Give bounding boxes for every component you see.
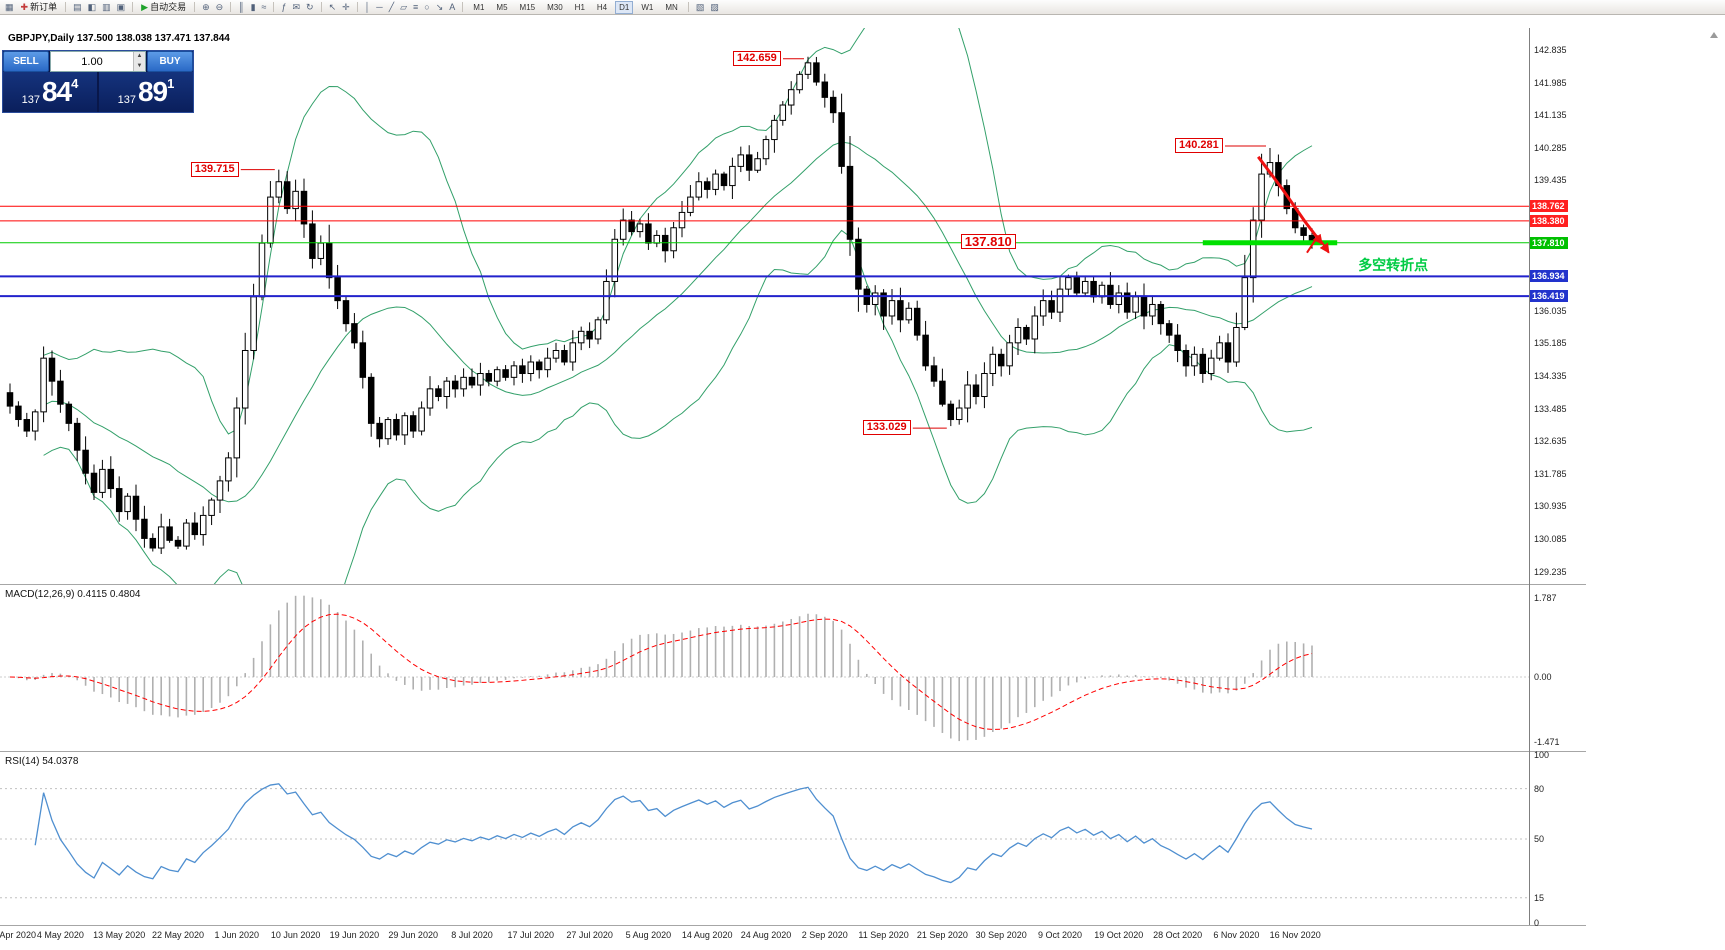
- line-chart-icon[interactable]: ≈: [261, 1, 267, 12]
- volume-spinner: [133, 52, 145, 71]
- macd-histogram: [17, 595, 1313, 742]
- vertical-line-icon[interactable]: │: [364, 1, 371, 12]
- timeframe-m5[interactable]: M5: [496, 2, 508, 12]
- navigator-icon[interactable]: ▥: [102, 1, 111, 12]
- shapes-icon[interactable]: ○: [424, 1, 430, 12]
- rsi-line: [34, 783, 1313, 884]
- data-window-icon[interactable]: ◧: [87, 1, 97, 12]
- new-order-button-icon: ✚: [20, 1, 29, 12]
- crosshair-icon[interactable]: ✛: [342, 1, 350, 12]
- horizontal-lines[interactable]: [0, 205, 1529, 298]
- macd-indicator-label: MACD(12,26,9) 0.4115 0.4804: [5, 589, 141, 600]
- trade-prices-row: 137 84 4 137 89 1: [3, 72, 193, 112]
- one-click-trading-panel: SELL BUY 137 84 4 137 89: [2, 50, 194, 113]
- buy-price-big: 89: [137, 76, 168, 107]
- mail-icon[interactable]: ✉: [292, 1, 301, 12]
- timeframe-h4[interactable]: H4: [596, 2, 608, 12]
- toolbar-separator: [194, 2, 196, 12]
- rsi-indicator-label: RSI(14) 54.0378: [5, 756, 79, 767]
- horizontal-line-icon[interactable]: ─: [376, 1, 383, 12]
- candles-layer: [6, 56, 1316, 554]
- toolbar-separator: [230, 2, 232, 12]
- toolbar: ▦ ✚ 新订单 ▤ ◧ ▥ ▣ ▶ 自动交易 ⊕ ⊖ ║ ▮ ≈ ƒ ✉ ↻ ↖ ✛ │ ─ ╱ ▱ ≡ ○ ↘ A M1 M5 M15 M…: [0, 0, 1725, 15]
- trendline-icon[interactable]: ╱: [388, 1, 395, 12]
- chart-symbol-header: GBPJPY,Daily 137.500 138.038 137.471 137…: [8, 33, 230, 44]
- volume-input[interactable]: [51, 52, 133, 71]
- sell-price-big: 84: [41, 76, 72, 107]
- macd-signal-line: [9, 613, 1313, 730]
- new-order-button-label: 新订单: [30, 1, 58, 12]
- buy-price-display[interactable]: 137 89 1: [99, 72, 193, 112]
- bollinger-bands: [43, 28, 1313, 584]
- timeframe-h1[interactable]: H1: [574, 2, 585, 12]
- toolbar-separator: [462, 2, 464, 12]
- new-chart-icon[interactable]: ▦: [5, 1, 14, 12]
- panel-frame: [0, 28, 1586, 926]
- toolbar-separator: [687, 2, 689, 12]
- toolbar-separator: [320, 2, 322, 12]
- price-axis[interactable]: [1530, 28, 1725, 936]
- sell-price-display[interactable]: 137 84 4: [3, 72, 97, 112]
- trend-arrow[interactable]: [1257, 155, 1330, 254]
- auto-trading-button-icon: ▶: [141, 1, 149, 12]
- toolbar-separator: [273, 2, 275, 12]
- timeframe-m1[interactable]: M1: [473, 2, 485, 12]
- channel-icon[interactable]: ▱: [400, 1, 408, 12]
- trade-controls-row: SELL BUY: [3, 51, 193, 72]
- timeframe-m30[interactable]: M30: [547, 2, 563, 12]
- fibonacci-icon[interactable]: ≡: [413, 1, 419, 12]
- volume-decrease-icon[interactable]: [134, 61, 145, 71]
- buy-price-prefix: 137: [117, 94, 136, 106]
- timeframe-d1[interactable]: D1: [615, 0, 634, 14]
- auto-trading-button[interactable]: ▶ 自动交易: [138, 1, 189, 14]
- text-label-icon[interactable]: A: [449, 1, 456, 12]
- buy-button[interactable]: BUY: [147, 51, 193, 72]
- arrows-icon[interactable]: ↘: [435, 1, 444, 12]
- indicators-icon[interactable]: ƒ: [281, 1, 287, 12]
- sell-price-sup: 4: [71, 76, 79, 91]
- zoom-out-icon[interactable]: ⊖: [215, 1, 224, 12]
- chart-scroll-arrow-icon[interactable]: [1710, 32, 1718, 38]
- chart-window: 138.762 138.380 137.810 136.934 136.419 139.7…: [0, 14, 1725, 950]
- timeframe-m15[interactable]: M15: [519, 2, 536, 12]
- sell-price-prefix: 137: [21, 94, 40, 106]
- new-order-button[interactable]: ✚ 新订单: [18, 1, 61, 14]
- cursor-icon[interactable]: ↖: [328, 1, 337, 12]
- zoom-in-icon[interactable]: ⊕: [202, 1, 210, 12]
- timeframe-w1[interactable]: W1: [641, 2, 654, 12]
- chart-graphics: [0, 28, 1586, 926]
- volume-stepper: [50, 51, 146, 72]
- market-watch-icon[interactable]: ▤: [73, 1, 82, 12]
- timeframe-mn[interactable]: MN: [665, 2, 678, 12]
- buy-price-sup: 1: [167, 76, 175, 91]
- toolbar-separator: [65, 2, 67, 12]
- candlestick-chart-icon[interactable]: ▮: [250, 1, 256, 12]
- bar-chart-icon[interactable]: ║: [238, 1, 245, 12]
- toolbar-separator: [132, 2, 134, 12]
- toolbar-separator: [356, 2, 358, 12]
- auto-trading-button-label: 自动交易: [150, 1, 187, 12]
- volume-increase-icon[interactable]: [134, 52, 145, 62]
- period-settings-icon[interactable]: ▨: [710, 1, 719, 12]
- templates-icon[interactable]: ▧: [695, 1, 705, 12]
- terminal-icon[interactable]: ▣: [116, 1, 126, 12]
- refresh-icon[interactable]: ↻: [306, 1, 314, 12]
- sell-button[interactable]: SELL: [3, 51, 49, 72]
